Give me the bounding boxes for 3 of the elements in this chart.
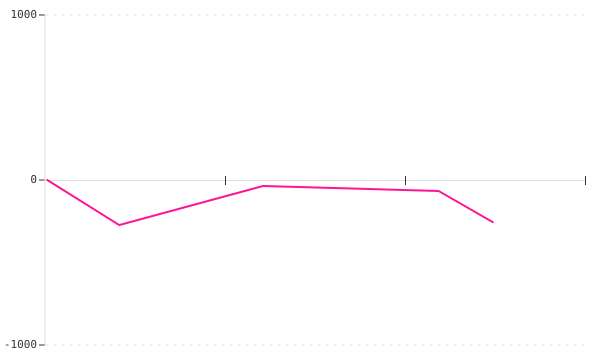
y-tick-label: 0 <box>30 172 37 186</box>
y-tick-label: 1000 <box>10 8 37 21</box>
y-tick-label: -1000 <box>4 338 37 351</box>
